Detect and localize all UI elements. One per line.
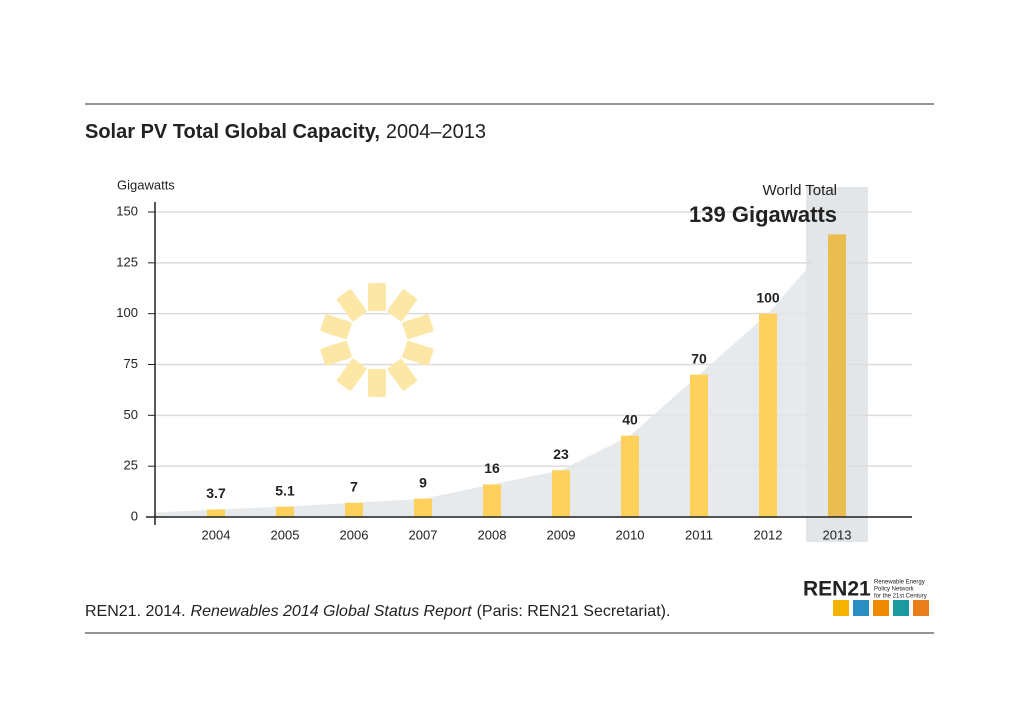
sun-ray xyxy=(368,283,386,311)
sun-ray xyxy=(337,358,367,391)
x-tick-label: 2005 xyxy=(271,527,300,542)
bar xyxy=(552,470,570,517)
chart-title: Solar PV Total Global Capacity, xyxy=(85,121,380,143)
x-tick-label: 2010 xyxy=(616,527,645,542)
bar xyxy=(345,502,363,517)
x-tick-label: 2012 xyxy=(754,527,783,542)
sun-ray xyxy=(387,358,417,391)
y-tick-label: 125 xyxy=(116,254,138,269)
value-label: 100 xyxy=(756,289,780,305)
bar xyxy=(207,509,225,517)
source-prefix: REN21. 2014. xyxy=(85,603,186,620)
y-tick-label: 25 xyxy=(124,458,138,473)
sun-ray xyxy=(320,314,352,340)
x-tick-label: 2007 xyxy=(409,527,438,542)
logo: REN21 Renewable Energy Policy Network fo… xyxy=(803,578,929,616)
logo-icon xyxy=(913,600,929,616)
source-line: REN21. 2014. Renewables 2014 Global Statu… xyxy=(85,603,670,620)
bar xyxy=(621,435,639,517)
annotation-label: World Total xyxy=(763,182,837,199)
value-label: 9 xyxy=(419,474,427,490)
y-tick-label: 100 xyxy=(116,305,138,320)
logo-tagline: for the 21st Century xyxy=(874,594,927,600)
x-tick-label: 2004 xyxy=(202,527,231,542)
sun-ray xyxy=(320,340,352,366)
value-label: 7 xyxy=(350,478,358,494)
sun-ray xyxy=(402,314,434,340)
sun-ray xyxy=(337,289,367,322)
y-axis-label: Gigawatts xyxy=(117,177,175,192)
bar xyxy=(276,506,294,517)
annotation-value: 139 Gigawatts xyxy=(689,202,837,227)
source-title: Renewables 2014 Global Status Report xyxy=(191,603,473,620)
value-label: 70 xyxy=(691,350,707,366)
sun-ray xyxy=(387,289,417,322)
sun-ray xyxy=(402,340,434,366)
y-tick-label: 50 xyxy=(124,407,138,422)
x-tick-label: 2013 xyxy=(823,527,852,542)
title-line: Solar PV Total Global Capacity, 2004–2013 xyxy=(85,121,486,143)
x-tick-label: 2011 xyxy=(685,527,713,542)
y-tick-label: 75 xyxy=(124,356,138,371)
sun-ray xyxy=(368,369,386,397)
bar xyxy=(483,484,501,517)
bar xyxy=(414,498,432,517)
value-label: 3.7 xyxy=(206,485,226,501)
logo-name: REN21 xyxy=(803,578,871,601)
bar xyxy=(759,313,777,517)
bar xyxy=(828,234,846,517)
value-label: 23 xyxy=(553,446,569,462)
chart-subtitle: 2004–2013 xyxy=(386,121,486,143)
x-tick-label: 2006 xyxy=(340,527,369,542)
x-tick-label: 2009 xyxy=(547,527,576,542)
logo-icon xyxy=(833,600,849,616)
value-label: 5.1 xyxy=(275,482,295,498)
logo-icon xyxy=(893,600,909,616)
plot: 0 25 50 75 100 125 150 2004 3.7 2005 5.1 2006 7 2007 9… xyxy=(116,182,912,542)
x-tick-label: 2008 xyxy=(478,527,507,542)
value-label: 16 xyxy=(484,460,500,476)
logo-tagline: Policy Network xyxy=(874,587,915,593)
y-tick-label: 150 xyxy=(116,203,138,218)
source-suffix: (Paris: REN21 Secretariat). xyxy=(477,603,671,620)
sun-icon xyxy=(320,283,434,397)
y-tick-label: 0 xyxy=(131,508,138,523)
value-label: 40 xyxy=(622,411,638,427)
logo-tagline: Renewable Energy xyxy=(874,580,925,586)
logo-icon xyxy=(853,600,869,616)
logo-icon xyxy=(873,600,889,616)
bar xyxy=(690,374,708,517)
area xyxy=(155,234,837,517)
